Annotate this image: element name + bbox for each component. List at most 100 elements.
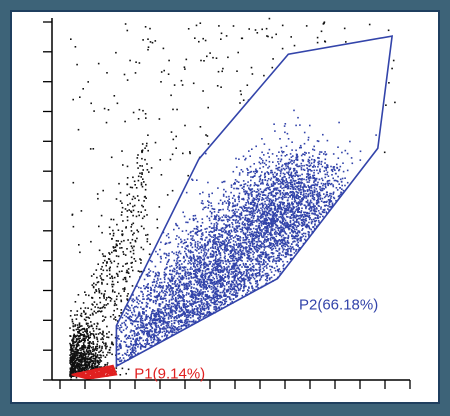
data-point-p2 bbox=[309, 124, 311, 127]
data-point-p2 bbox=[249, 257, 252, 260]
data-point-p2 bbox=[231, 265, 234, 267]
data-point-p2 bbox=[211, 192, 213, 195]
data-point-p2 bbox=[306, 173, 308, 175]
data-point-p2 bbox=[308, 235, 310, 237]
data-point-p2 bbox=[272, 182, 275, 184]
data-point-p2 bbox=[305, 197, 308, 199]
data-point-p2 bbox=[217, 307, 220, 309]
data-point-p2 bbox=[200, 229, 203, 231]
data-point-p2 bbox=[193, 270, 195, 272]
data-point-p2 bbox=[272, 195, 274, 198]
data-point-p2 bbox=[196, 234, 199, 236]
data-point-p2 bbox=[171, 311, 174, 313]
data-point-p2 bbox=[320, 213, 323, 216]
data-point-p2 bbox=[219, 304, 222, 307]
data-point-p2 bbox=[287, 163, 290, 165]
data-point-p2 bbox=[134, 339, 137, 341]
data-point-p2 bbox=[158, 284, 161, 287]
data-point-p2 bbox=[175, 279, 177, 282]
data-point-p2 bbox=[233, 246, 235, 248]
data-point-p2 bbox=[170, 325, 173, 327]
data-point-p2 bbox=[279, 190, 282, 192]
data-point-p2 bbox=[138, 295, 140, 297]
data-point-p2 bbox=[238, 251, 240, 254]
data-point-p2 bbox=[286, 154, 288, 156]
data-point-p2 bbox=[215, 229, 218, 232]
data-point-p2 bbox=[240, 281, 242, 283]
data-point-p2 bbox=[148, 331, 150, 333]
data-point-p2 bbox=[180, 241, 182, 244]
data-point-p2 bbox=[272, 190, 274, 193]
data-point-p2 bbox=[300, 146, 302, 149]
data-point-p2 bbox=[295, 171, 297, 174]
data-point-p2 bbox=[218, 253, 220, 255]
data-point-p2 bbox=[226, 225, 228, 228]
data-point-p2 bbox=[155, 335, 158, 337]
data-point-p2 bbox=[249, 244, 252, 247]
data-point-p2 bbox=[215, 254, 218, 256]
data-point-p2 bbox=[226, 271, 228, 273]
data-point-p2 bbox=[290, 159, 293, 162]
data-point-p2 bbox=[172, 278, 174, 280]
data-point-p2 bbox=[235, 282, 238, 284]
data-point-p2 bbox=[209, 241, 212, 243]
data-point-p2 bbox=[234, 236, 236, 238]
data-point-p2 bbox=[291, 246, 293, 249]
data-point-p2 bbox=[187, 245, 189, 248]
data-point-p2 bbox=[298, 207, 300, 209]
data-point-p2 bbox=[301, 224, 303, 227]
data-point-p2 bbox=[293, 212, 296, 214]
data-point-p2 bbox=[255, 198, 258, 201]
data-point-p2 bbox=[189, 302, 191, 305]
data-point-p2 bbox=[281, 218, 284, 220]
data-point-p2 bbox=[284, 185, 286, 187]
data-point-p2 bbox=[163, 290, 166, 292]
data-point-p2 bbox=[232, 264, 234, 267]
data-point-p2 bbox=[259, 175, 261, 178]
data-point-p2 bbox=[213, 215, 216, 217]
data-point-p2 bbox=[239, 272, 241, 274]
data-point-p2 bbox=[231, 235, 233, 237]
data-point-p2 bbox=[320, 163, 322, 165]
data-point-p2 bbox=[268, 224, 271, 227]
data-point-p2 bbox=[228, 240, 230, 242]
data-point-p2 bbox=[246, 190, 248, 193]
data-point-p2 bbox=[287, 241, 290, 244]
data-point-p2 bbox=[241, 207, 243, 209]
data-point-p2 bbox=[235, 259, 238, 262]
data-point-p2 bbox=[274, 200, 277, 202]
data-point-p2 bbox=[132, 294, 134, 296]
data-point-p2 bbox=[281, 182, 284, 185]
data-point-p2 bbox=[273, 123, 275, 125]
data-point-p2 bbox=[247, 256, 250, 259]
data-point-p2 bbox=[319, 168, 321, 171]
data-point-p2 bbox=[154, 338, 156, 341]
data-point-p2 bbox=[262, 204, 264, 207]
data-point-p2 bbox=[275, 197, 277, 200]
data-point-p2 bbox=[271, 217, 274, 220]
data-point-p2 bbox=[267, 256, 270, 258]
data-point-p2 bbox=[267, 187, 270, 190]
data-point-p2 bbox=[300, 240, 302, 242]
data-point-p2 bbox=[227, 234, 230, 236]
data-point-p2 bbox=[192, 251, 194, 254]
data-point-p2 bbox=[216, 228, 218, 230]
data-point-p2 bbox=[219, 262, 221, 264]
data-point-p2 bbox=[269, 277, 271, 279]
data-point-p2 bbox=[171, 323, 173, 325]
data-point-p2 bbox=[304, 219, 307, 221]
data-point-p2 bbox=[256, 218, 259, 221]
data-point-p2 bbox=[225, 196, 228, 198]
data-point-p2 bbox=[282, 267, 285, 270]
data-point-p2 bbox=[187, 318, 189, 321]
data-point-p2 bbox=[192, 235, 194, 237]
data-point-p2 bbox=[332, 196, 335, 199]
data-point-p2 bbox=[173, 319, 176, 322]
data-point-p2 bbox=[134, 325, 136, 327]
data-point-p2 bbox=[153, 278, 155, 281]
data-point-p2 bbox=[183, 315, 186, 317]
data-point-p2 bbox=[214, 269, 217, 272]
data-point-p2 bbox=[224, 280, 226, 282]
data-point-p2 bbox=[214, 291, 217, 294]
data-point-p2 bbox=[209, 253, 212, 256]
